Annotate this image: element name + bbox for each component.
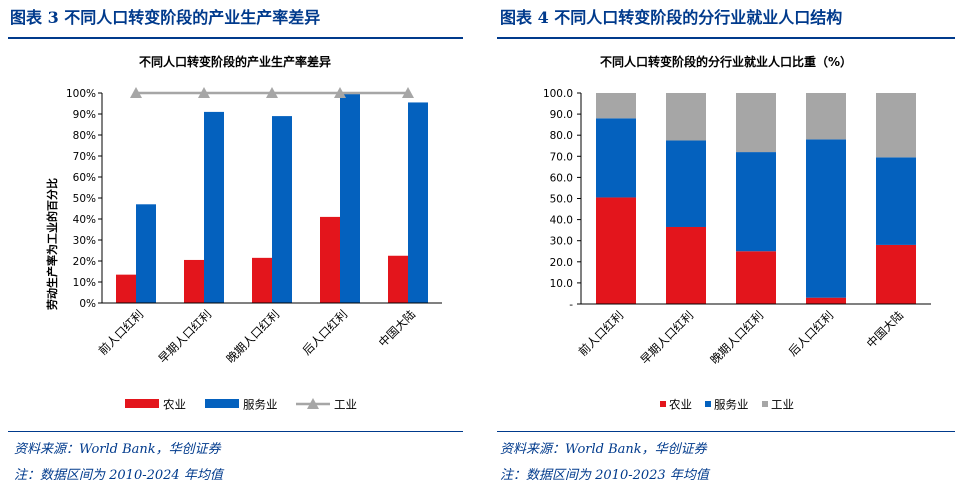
- right-bar-services: [596, 118, 636, 198]
- left-industry-marker: [266, 87, 278, 98]
- left-ytick-label: 20%: [73, 256, 96, 268]
- left-source-rule: [8, 431, 463, 432]
- left-ytick-label: 50%: [73, 193, 96, 205]
- left-xtick-label: 后人口红利: [300, 307, 351, 358]
- left-xtick-label: 中国大陆: [376, 307, 418, 349]
- right-title-rule: [497, 37, 955, 39]
- right-figure-title: 图表 4 不同人口转变阶段的分行业就业人口结构: [500, 8, 843, 27]
- left-ytick-label: 70%: [73, 151, 96, 163]
- right-note: 注：数据区间为 2010-2023 年均值: [500, 468, 709, 483]
- right-legend-swatch: [660, 401, 666, 407]
- left-bar-agriculture: [184, 259, 204, 303]
- right-bar-industry: [596, 93, 636, 119]
- left-source: 资料来源：World Bank，华创证券: [14, 442, 221, 457]
- left-bar-services: [272, 116, 292, 303]
- right-ytick-label: -: [569, 299, 573, 311]
- right-xtick-label: 晚期人口红利: [707, 308, 766, 367]
- right-ytick-label: 10.0: [550, 278, 573, 290]
- right-bar-agriculture: [736, 251, 776, 304]
- right-chart: 不同人口转变阶段的分行业就业人口比重（%） - 10.0 20.0 30.0 40.0 5…: [543, 54, 931, 412]
- left-ytick-label: 90%: [73, 109, 96, 121]
- right-xtick-label: 中国大陆: [864, 308, 906, 350]
- left-industry-marker: [402, 87, 414, 98]
- left-industry-marker: [130, 87, 142, 98]
- right-xtick-label: 前人口红利: [576, 308, 627, 359]
- right-legend-label: 服务业: [714, 398, 749, 412]
- left-legend-swatch: [205, 399, 239, 408]
- left-note: 注：数据区间为 2010-2024 年均值: [14, 468, 223, 483]
- right-xtick-label: 早期人口红利: [637, 308, 696, 367]
- right-ytick-label: 80.0: [550, 130, 573, 142]
- left-ytick-label: 30%: [73, 235, 96, 247]
- left-xtick-label: 前人口红利: [96, 307, 147, 358]
- right-ytick-label: 60.0: [550, 172, 573, 184]
- right-source-rule: [497, 431, 955, 432]
- left-xtick-label: 晚期人口红利: [223, 307, 282, 366]
- left-legend-marker: [307, 398, 319, 409]
- right-ytick-label: 20.0: [550, 257, 573, 269]
- right-legend-swatch: [705, 401, 711, 407]
- left-ytick-label: 0%: [79, 298, 96, 310]
- right-bar-industry: [876, 93, 916, 158]
- right-bar-services: [666, 140, 706, 227]
- right-ytick-label: 100.0: [543, 88, 573, 100]
- right-bar-industry: [806, 93, 846, 140]
- right-ytick-label: 50.0: [550, 194, 573, 206]
- left-ytick-label: 10%: [73, 277, 96, 289]
- left-bar-services: [136, 204, 156, 303]
- left-title-rule: [8, 37, 463, 39]
- right-source: 资料来源：World Bank，华创证券: [500, 442, 707, 457]
- left-bar-agriculture: [116, 274, 136, 303]
- right-bar-agriculture: [806, 297, 846, 304]
- left-bar-agriculture: [320, 216, 340, 303]
- left-chart-title: 不同人口转变阶段的产业生产率差异: [139, 54, 331, 69]
- left-figure-title: 图表 3 不同人口转变阶段的产业生产率差异: [10, 8, 321, 27]
- left-xtick-label: 早期人口红利: [155, 307, 214, 366]
- left-bar-services: [204, 111, 224, 304]
- left-legend-label: 农业: [163, 398, 186, 412]
- left-legend-label: 工业: [334, 398, 357, 412]
- left-industry-marker: [334, 87, 346, 98]
- left-bar-services: [408, 102, 428, 303]
- right-bar-services: [806, 139, 846, 298]
- left-bar-agriculture: [388, 255, 408, 303]
- right-xtick-label: 后人口红利: [786, 308, 837, 359]
- left-legend-swatch: [125, 399, 159, 408]
- left-ytick-label: 60%: [73, 172, 96, 184]
- left-chart-ylabel: 劳动生产率为工业的百分比: [45, 178, 59, 310]
- left-legend-label: 服务业: [243, 398, 278, 412]
- left-ytick-label: 40%: [73, 214, 96, 226]
- right-bar-industry: [736, 93, 776, 153]
- left-ytick-label: 100%: [66, 88, 96, 100]
- right-bar-industry: [666, 93, 706, 141]
- right-ytick-label: 40.0: [550, 215, 573, 227]
- right-ytick-label: 70.0: [550, 151, 573, 163]
- right-bar-services: [736, 152, 776, 252]
- left-industry-marker: [198, 87, 210, 98]
- right-legend-label: 工业: [771, 398, 794, 412]
- right-bar-agriculture: [666, 226, 706, 304]
- right-legend-swatch: [762, 401, 768, 407]
- left-bar-agriculture: [252, 257, 272, 303]
- right-legend-label: 农业: [669, 398, 692, 412]
- right-chart-title: 不同人口转变阶段的分行业就业人口比重（%）: [600, 54, 852, 69]
- left-ytick-label: 80%: [73, 130, 96, 142]
- right-bar-services: [876, 157, 916, 245]
- left-bar-services: [340, 94, 360, 303]
- right-bar-agriculture: [876, 244, 916, 304]
- right-ytick-label: 90.0: [550, 109, 573, 121]
- right-bar-agriculture: [596, 197, 636, 304]
- left-chart: 不同人口转变阶段的产业生产率差异 劳动生产率为工业的百分比 0% 10% 20% 30…: [45, 54, 442, 412]
- right-ytick-label: 30.0: [550, 236, 573, 248]
